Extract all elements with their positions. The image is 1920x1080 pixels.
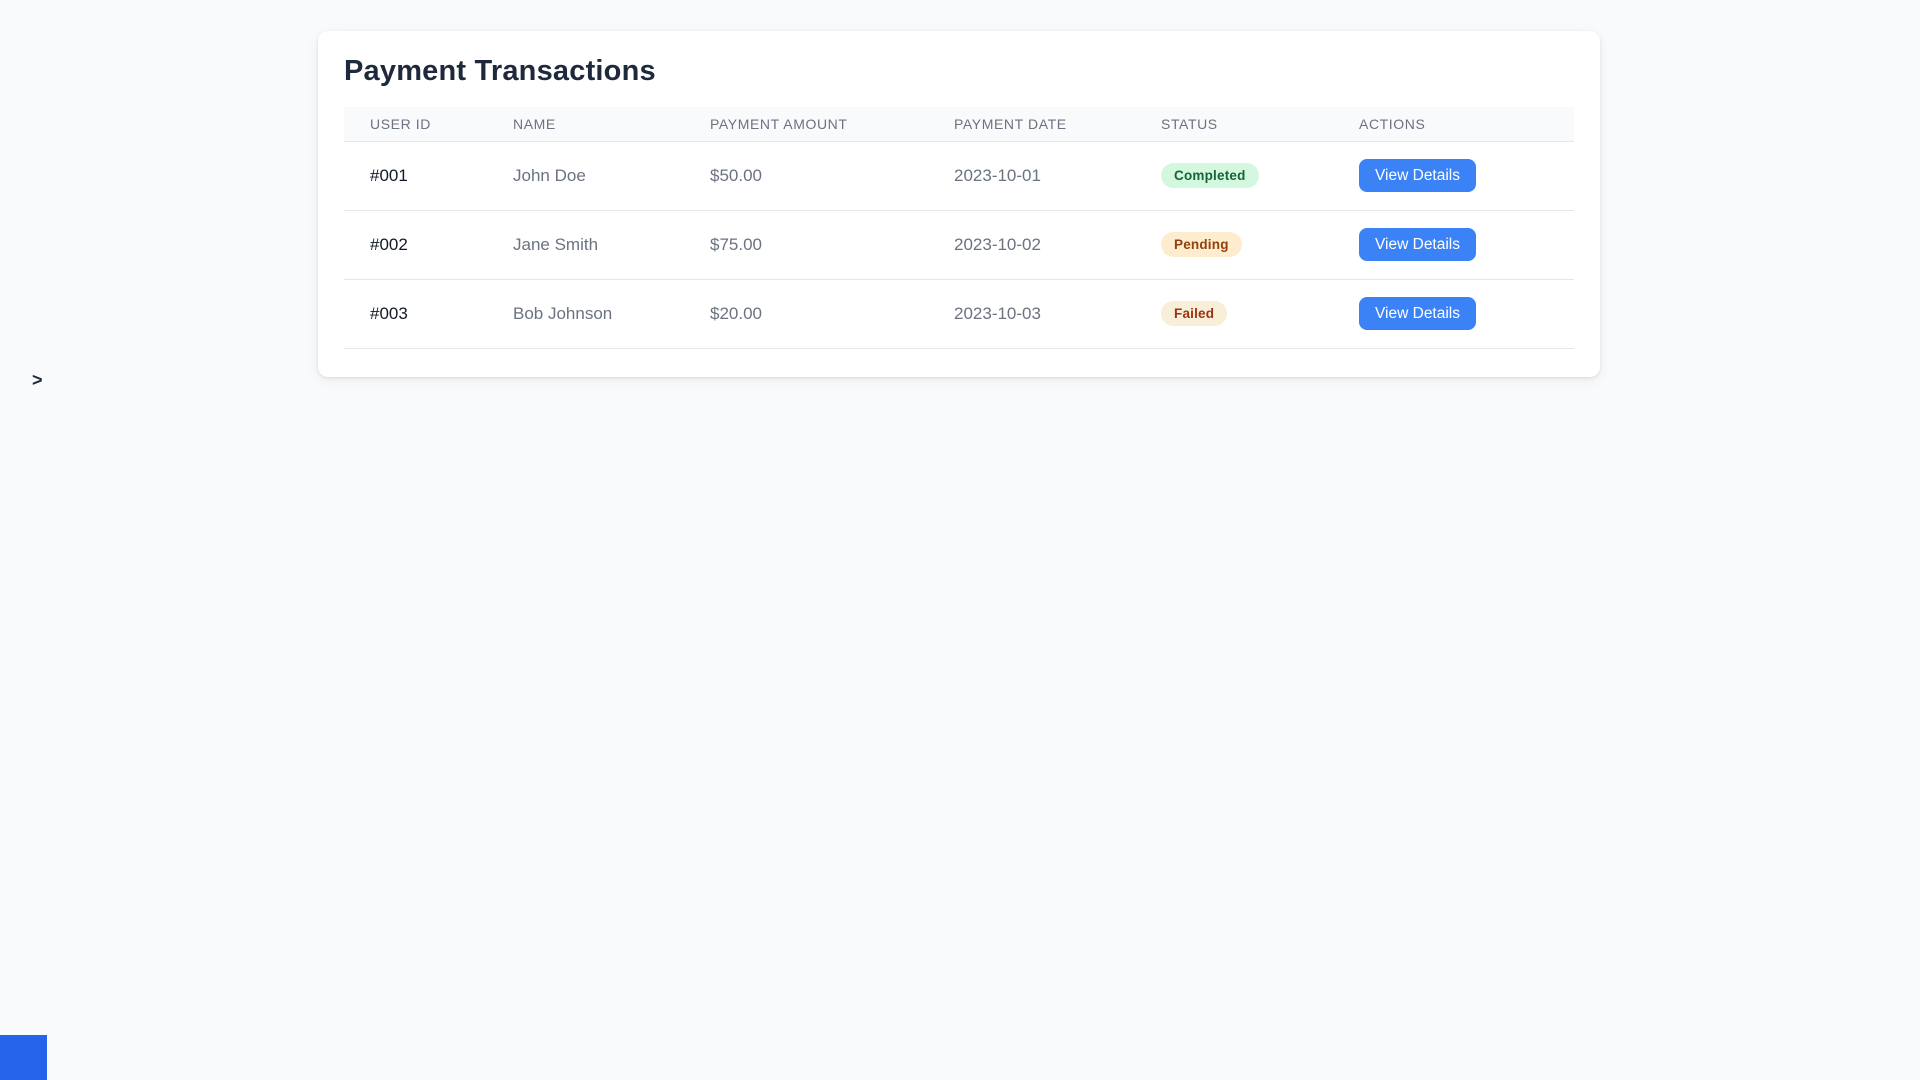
cell-actions: View Details [1333, 279, 1574, 349]
cell-status: Failed [1135, 279, 1333, 349]
cell-user-id: #003 [344, 279, 487, 349]
column-header-actions: ACTIONS [1333, 107, 1574, 142]
view-details-button[interactable]: View Details [1359, 227, 1477, 262]
cell-amount: $75.00 [684, 210, 928, 280]
view-details-button[interactable]: View Details [1359, 158, 1477, 193]
column-header-payment-amount: PAYMENT AMOUNT [684, 107, 928, 142]
cell-name: Jane Smith [487, 210, 684, 280]
cell-date: 2023-10-02 [928, 210, 1135, 280]
cell-date: 2023-10-03 [928, 279, 1135, 349]
column-header-name: NAME [487, 107, 684, 142]
cell-user-id: #002 [344, 210, 487, 280]
cell-name: John Doe [487, 141, 684, 211]
table-row: #001 John Doe $50.00 2023-10-01 Complete… [344, 141, 1574, 211]
console-prompt-char: > [32, 370, 43, 390]
column-header-status: STATUS [1135, 107, 1333, 142]
cell-amount: $20.00 [684, 279, 928, 349]
table-row: #003 Bob Johnson $20.00 2023-10-03 Faile… [344, 279, 1574, 349]
status-badge: Completed [1161, 162, 1259, 189]
cell-status: Pending [1135, 210, 1333, 280]
column-header-user-id: USER ID [344, 107, 487, 142]
transactions-table: USER ID NAME PAYMENT AMOUNT PAYMENT DATE… [344, 107, 1574, 349]
cell-date: 2023-10-01 [928, 141, 1135, 211]
payment-transactions-card: Payment Transactions USER ID NAME PAYMEN… [318, 31, 1600, 377]
status-badge: Pending [1161, 231, 1242, 258]
cell-actions: View Details [1333, 210, 1574, 280]
cell-name: Bob Johnson [487, 279, 684, 349]
column-header-payment-date: PAYMENT DATE [928, 107, 1135, 142]
bottom-left-blue-rect [0, 1035, 47, 1080]
cell-amount: $50.00 [684, 141, 928, 211]
page-title: Payment Transactions [344, 55, 656, 87]
status-badge: Failed [1161, 300, 1228, 327]
table-body: #001 John Doe $50.00 2023-10-01 Complete… [344, 141, 1574, 349]
view-details-button[interactable]: View Details [1359, 296, 1477, 331]
table-header: USER ID NAME PAYMENT AMOUNT PAYMENT DATE… [344, 107, 1574, 142]
cell-status: Completed [1135, 141, 1333, 211]
table-row: #002 Jane Smith $75.00 2023-10-02 Pendin… [344, 210, 1574, 280]
cell-actions: View Details [1333, 141, 1574, 211]
cell-user-id: #001 [344, 141, 487, 211]
table-header-row: USER ID NAME PAYMENT AMOUNT PAYMENT DATE… [344, 107, 1574, 142]
